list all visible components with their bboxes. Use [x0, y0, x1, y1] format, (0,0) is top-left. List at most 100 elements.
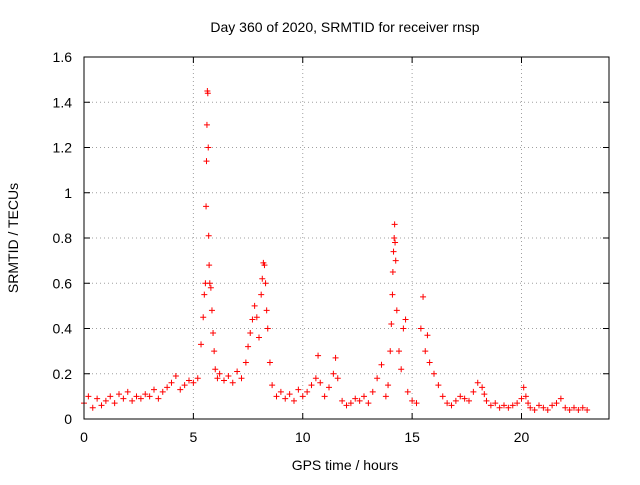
data-point [124, 388, 131, 395]
data-point [203, 158, 210, 165]
data-point [234, 368, 241, 375]
data-point [172, 373, 179, 380]
data-point [247, 330, 254, 337]
data-point [264, 325, 271, 332]
data-point [261, 262, 268, 269]
data-point [540, 404, 547, 411]
data-point [186, 377, 192, 384]
data-point [205, 144, 212, 151]
y-tick-label: 0.6 [53, 275, 73, 291]
data-point [155, 395, 162, 402]
data-point [273, 393, 280, 400]
data-point [266, 359, 273, 366]
data-point [396, 348, 402, 355]
y-axis-label: SRMTID / TECUs [5, 183, 21, 293]
data-point [492, 400, 499, 407]
data-point [245, 343, 252, 350]
data-point [361, 393, 367, 400]
data-point [575, 406, 582, 413]
data-point [190, 379, 197, 386]
y-tick-label: 1.4 [53, 94, 73, 110]
data-point [295, 386, 302, 393]
data-point [347, 400, 354, 407]
data-point [238, 375, 245, 382]
data-point [194, 375, 201, 382]
data-point [200, 314, 207, 321]
data-point [204, 90, 211, 97]
data-point [116, 391, 122, 398]
chart-title: Day 360 of 2020, SRMTID for receiver rns… [210, 19, 479, 35]
data-point [201, 291, 208, 298]
data-point [426, 359, 433, 366]
data-point [457, 393, 464, 400]
data-point [387, 348, 394, 355]
data-point [392, 257, 399, 264]
data-point [390, 248, 397, 255]
data-point [315, 352, 322, 359]
data-point [146, 393, 153, 400]
data-point [282, 395, 289, 402]
data-point [584, 406, 591, 413]
data-point [579, 404, 586, 411]
data-point [102, 397, 109, 404]
data-point [299, 393, 306, 400]
data-point [461, 395, 468, 402]
data-point [137, 395, 144, 402]
y-tick-label: 1 [64, 185, 72, 201]
data-point [304, 388, 311, 395]
x-axis-label: GPS time / hours [292, 457, 399, 473]
data-point [566, 406, 573, 413]
data-point [448, 402, 455, 409]
data-point [452, 397, 459, 404]
data-point [216, 370, 223, 377]
data-point [326, 384, 332, 391]
y-tick-label: 1.6 [53, 49, 73, 65]
x-tick-label: 5 [189, 429, 197, 445]
data-point [98, 402, 105, 409]
data-point [352, 395, 359, 402]
data-point [413, 400, 420, 407]
data-point [129, 397, 136, 404]
data-point [212, 366, 219, 373]
data-point [205, 232, 212, 239]
data-point [531, 406, 538, 413]
data-point [369, 388, 376, 395]
data-point [151, 386, 157, 393]
data-point [133, 393, 140, 400]
data-point [409, 397, 416, 404]
grid-lines [84, 57, 609, 419]
data-point [85, 393, 92, 400]
data-point [549, 402, 556, 409]
data-point [365, 400, 372, 407]
data-point [262, 280, 269, 287]
data-point [400, 325, 407, 332]
data-point [142, 391, 149, 398]
y-tick-label: 0.4 [53, 321, 73, 337]
data-point [259, 275, 266, 282]
data-point [522, 393, 529, 400]
data-point [444, 400, 451, 407]
x-tick-label: 20 [514, 429, 530, 445]
data-point [107, 393, 114, 400]
data-point [206, 262, 213, 269]
data-point [168, 379, 175, 386]
data-points [81, 87, 591, 413]
data-point [330, 370, 337, 377]
data-point [509, 402, 516, 409]
data-point [263, 307, 270, 314]
data-point [398, 366, 405, 373]
y-tick-label: 0 [64, 411, 72, 427]
data-point [339, 397, 346, 404]
data-point [321, 393, 328, 400]
data-point [120, 395, 127, 402]
data-point [210, 330, 217, 337]
data-point [544, 406, 551, 413]
data-point [242, 359, 249, 366]
y-tick-labels: 0 0.2 0.4 0.6 0.8 1 1.2 1.4 1.6 [53, 49, 73, 427]
x-tick-label: 0 [80, 429, 88, 445]
data-point [385, 382, 392, 389]
data-point [392, 239, 399, 246]
data-point [536, 402, 542, 409]
data-point [164, 384, 171, 391]
